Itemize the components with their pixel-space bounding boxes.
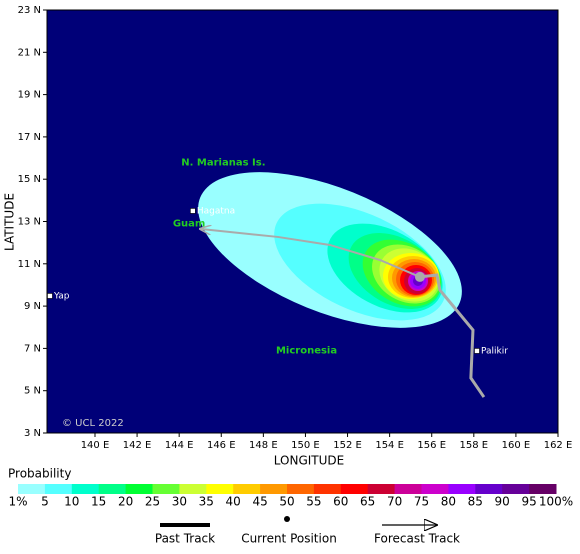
region-label: N. Marianas Is. (181, 157, 265, 168)
colorbar-segment (340, 484, 369, 494)
region-label: Micronesia (276, 346, 337, 357)
past-track (419, 273, 486, 398)
colorbar-tick-label: 75 (414, 495, 429, 509)
colorbar-tick-label: 60 (333, 495, 348, 509)
place-label: Hagatna (197, 206, 235, 216)
x-tick-label: 152 E (333, 440, 362, 451)
y-tick-label: 13 N (18, 217, 41, 228)
x-tick-label: 154 E (375, 440, 404, 451)
y-tick-label: 15 N (18, 174, 41, 185)
y-tick-label: 21 N (18, 47, 41, 58)
forecast-track (200, 229, 421, 278)
colorbar-tick-label: 65 (360, 495, 375, 509)
colorbar-tick-label: 85 (468, 495, 483, 509)
colorbar-tick-label: 70 (387, 495, 402, 509)
colorbar-title: Probability (8, 467, 71, 481)
colorbar-segment (287, 484, 315, 494)
colorbar-segment (502, 484, 530, 494)
y-tick-label: 3 N (24, 428, 41, 439)
colorbar-segment (394, 484, 422, 494)
current-position (414, 271, 425, 282)
y-axis-label: LATITUDE (3, 193, 17, 251)
x-tick-label: 156 E (417, 440, 446, 451)
colorbar-segment (448, 484, 476, 494)
x-tick-label: 158 E (460, 440, 489, 451)
colorbar-segment (313, 484, 342, 494)
colorbar-segment (529, 484, 557, 494)
colorbar-segment (71, 484, 100, 494)
x-tick-label: 140 E (81, 440, 110, 451)
colorbar-tick-label: 55 (306, 495, 321, 509)
colorbar-tick-label: 95 (521, 495, 536, 509)
colorbar-tick-label: 50 (279, 495, 294, 509)
legend-label: Past Track (155, 532, 215, 546)
colorbar-tick-label: 80 (441, 495, 456, 509)
x-tick-label: 160 E (502, 440, 531, 451)
x-tick-label: 146 E (207, 440, 236, 451)
colorbar-tick-label: 45 (252, 495, 267, 509)
colorbar-tick-label: 20 (118, 495, 133, 509)
map-overlay: N. Marianas Is. Guam Micronesia Hagatna Yap P… (47, 157, 508, 398)
x-tick-label: 144 E (165, 440, 194, 451)
colorbar-segment (260, 484, 288, 494)
place-label: Palikir (481, 346, 508, 356)
y-tick-label: 5 N (24, 386, 41, 397)
colorbar-tick-label: 5 (41, 495, 49, 509)
colorbar-tick-label: 1% (8, 495, 27, 509)
colorbar-segment (18, 484, 46, 494)
colorbar-tick-label: 40 (226, 495, 241, 509)
x-axis-label: LONGITUDE (274, 454, 344, 468)
legend-current-position-swatch (284, 516, 290, 522)
legend-label: Forecast Track (374, 532, 460, 546)
colorbar-segment (179, 484, 207, 494)
y-tick-label: 11 N (18, 259, 41, 270)
colorbar-segment (98, 484, 127, 494)
credit: © UCL 2022 (62, 418, 124, 429)
y-tick-label: 23 N (18, 5, 41, 16)
x-tick-label: 142 E (123, 440, 152, 451)
place-marker (190, 208, 196, 214)
colorbar-segment (421, 484, 449, 494)
colorbar-tick-label: 35 (199, 495, 214, 509)
x-tick-label: 150 E (291, 440, 320, 451)
y-tick-label: 9 N (24, 301, 41, 312)
colorbar-tick-label: 100% (539, 495, 573, 509)
legend-label: Current Position (241, 532, 337, 546)
y-tick-label: 19 N (18, 90, 41, 101)
colorbar-segment (206, 484, 234, 494)
colorbar-tick-label: 90 (495, 495, 510, 509)
y-tick-label: 17 N (18, 132, 41, 143)
colorbar-segment (44, 484, 73, 494)
colorbar-segment (152, 484, 180, 494)
colorbar-tick-label: 15 (91, 495, 106, 509)
colorbar-segment (125, 484, 153, 494)
colorbar-segment (367, 484, 396, 494)
colorbar-segment (475, 484, 503, 494)
x-tick-label: 148 E (249, 440, 278, 451)
probability-field (198, 172, 462, 328)
place-marker (47, 293, 53, 299)
colorbar-tick-label: 25 (145, 495, 160, 509)
region-label: Guam (173, 219, 206, 230)
x-tick-label: 162 E (544, 440, 573, 451)
colorbar-tick-label: 30 (172, 495, 187, 509)
place-marker (474, 348, 480, 354)
colorbar-segment (233, 484, 261, 494)
colorbar-tick-label: 10 (64, 495, 79, 509)
y-tick-label: 7 N (24, 343, 41, 354)
place-label: Yap (53, 291, 70, 301)
